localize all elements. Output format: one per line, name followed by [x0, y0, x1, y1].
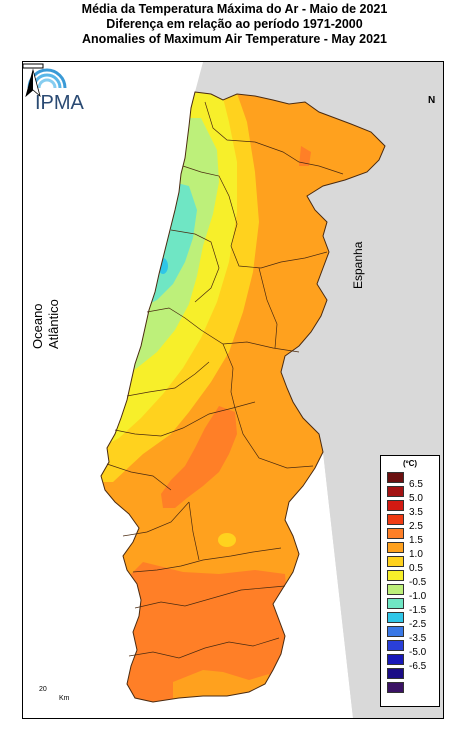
legend-swatch [387, 556, 404, 567]
district-boundary [122, 501, 190, 537]
legend-label: -1.0 [409, 591, 427, 602]
district-boundary [188, 501, 200, 561]
legend-label: 0.5 [409, 563, 423, 574]
atlantic-ocean [23, 62, 353, 718]
legend-swatch [387, 668, 404, 679]
legend-swatch [387, 472, 404, 483]
legend-swatch [387, 598, 404, 609]
map-frame: IPMA N Oceano Atlântico Espanha (ºC) 6.5… [22, 61, 444, 719]
legend-label: -6.5 [409, 661, 427, 672]
legend-swatch [387, 500, 404, 511]
district-boundary [258, 267, 278, 349]
legend-label: -3.5 [409, 633, 427, 644]
legend-swatch [387, 570, 404, 581]
district-boundary [114, 401, 256, 437]
district-boundary [132, 547, 282, 573]
legend-label: 3.5 [409, 507, 423, 518]
portugal-outline [100, 91, 386, 703]
legend-label: -5.0 [409, 647, 427, 658]
zone-2p5-to-3p5-northeast [299, 146, 311, 166]
district-boundary [126, 361, 210, 397]
legend-unit: (ºC) [402, 459, 418, 468]
map-title-block: Média da Temperatura Máxima do Ar - Maio… [0, 2, 469, 47]
zone-2p5-to-3p5-south [123, 562, 289, 702]
district-boundary [128, 637, 280, 659]
legend-swatch [387, 584, 404, 595]
zone-1p0-spot-south [218, 533, 236, 547]
title-line-2: Diferença em relação ao período 1971-200… [106, 17, 363, 31]
legend-label: -2.5 [409, 619, 427, 630]
legend-label: 5.0 [409, 493, 423, 504]
scale-unit: Km [59, 695, 70, 702]
district-boundary [170, 229, 220, 303]
ocean-label: Oceano Atlântico [30, 299, 61, 356]
legend-swatch [387, 626, 404, 637]
district-boundaries [106, 101, 344, 659]
title-line-3: Anomalies of Maximum Air Temperature - M… [82, 32, 387, 46]
district-boundary [222, 343, 236, 409]
legend-swatch [387, 654, 404, 665]
district-boundary [134, 585, 286, 609]
legend-label: 1.5 [409, 535, 423, 546]
legend-swatch [387, 486, 404, 497]
district-boundary [106, 463, 172, 491]
legend-label: 1.0 [409, 549, 423, 560]
spain-label: Espanha [350, 242, 366, 289]
legend-label: 6.5 [409, 479, 423, 490]
legend-swatch [387, 528, 404, 539]
scale-bar [23, 63, 44, 69]
legend-label: -1.5 [409, 605, 427, 616]
spain-label-text: Espanha [351, 242, 365, 289]
legend-swatch [387, 514, 404, 525]
legend-swatch [387, 612, 404, 623]
district-boundary [146, 307, 300, 353]
north-arrow-icon [25, 68, 41, 98]
legend-swatch [387, 640, 404, 651]
legend-label: -0.5 [409, 577, 427, 588]
scale-value: 20 [39, 686, 47, 693]
ocean-label-text: Oceano Atlântico [30, 299, 61, 349]
north-label: N [428, 95, 436, 106]
legend-label: 2.5 [409, 521, 423, 532]
anomaly-legend: (ºC) 6.5 5.0 3.5 2.5 1.5 1.0 0.5 -0.5 -1.0 -1.5 -2… [380, 455, 440, 707]
district-boundary [234, 407, 314, 469]
legend-swatch [387, 682, 404, 693]
district-boundary [182, 165, 328, 269]
legend-swatch [387, 542, 404, 553]
title-line-1: Média da Temperatura Máxima do Ar - Maio… [81, 2, 388, 16]
ipma-logo-text: IPMA [35, 92, 84, 114]
zone-2p5-to-3p5-center [161, 406, 237, 508]
district-boundary [204, 101, 344, 175]
